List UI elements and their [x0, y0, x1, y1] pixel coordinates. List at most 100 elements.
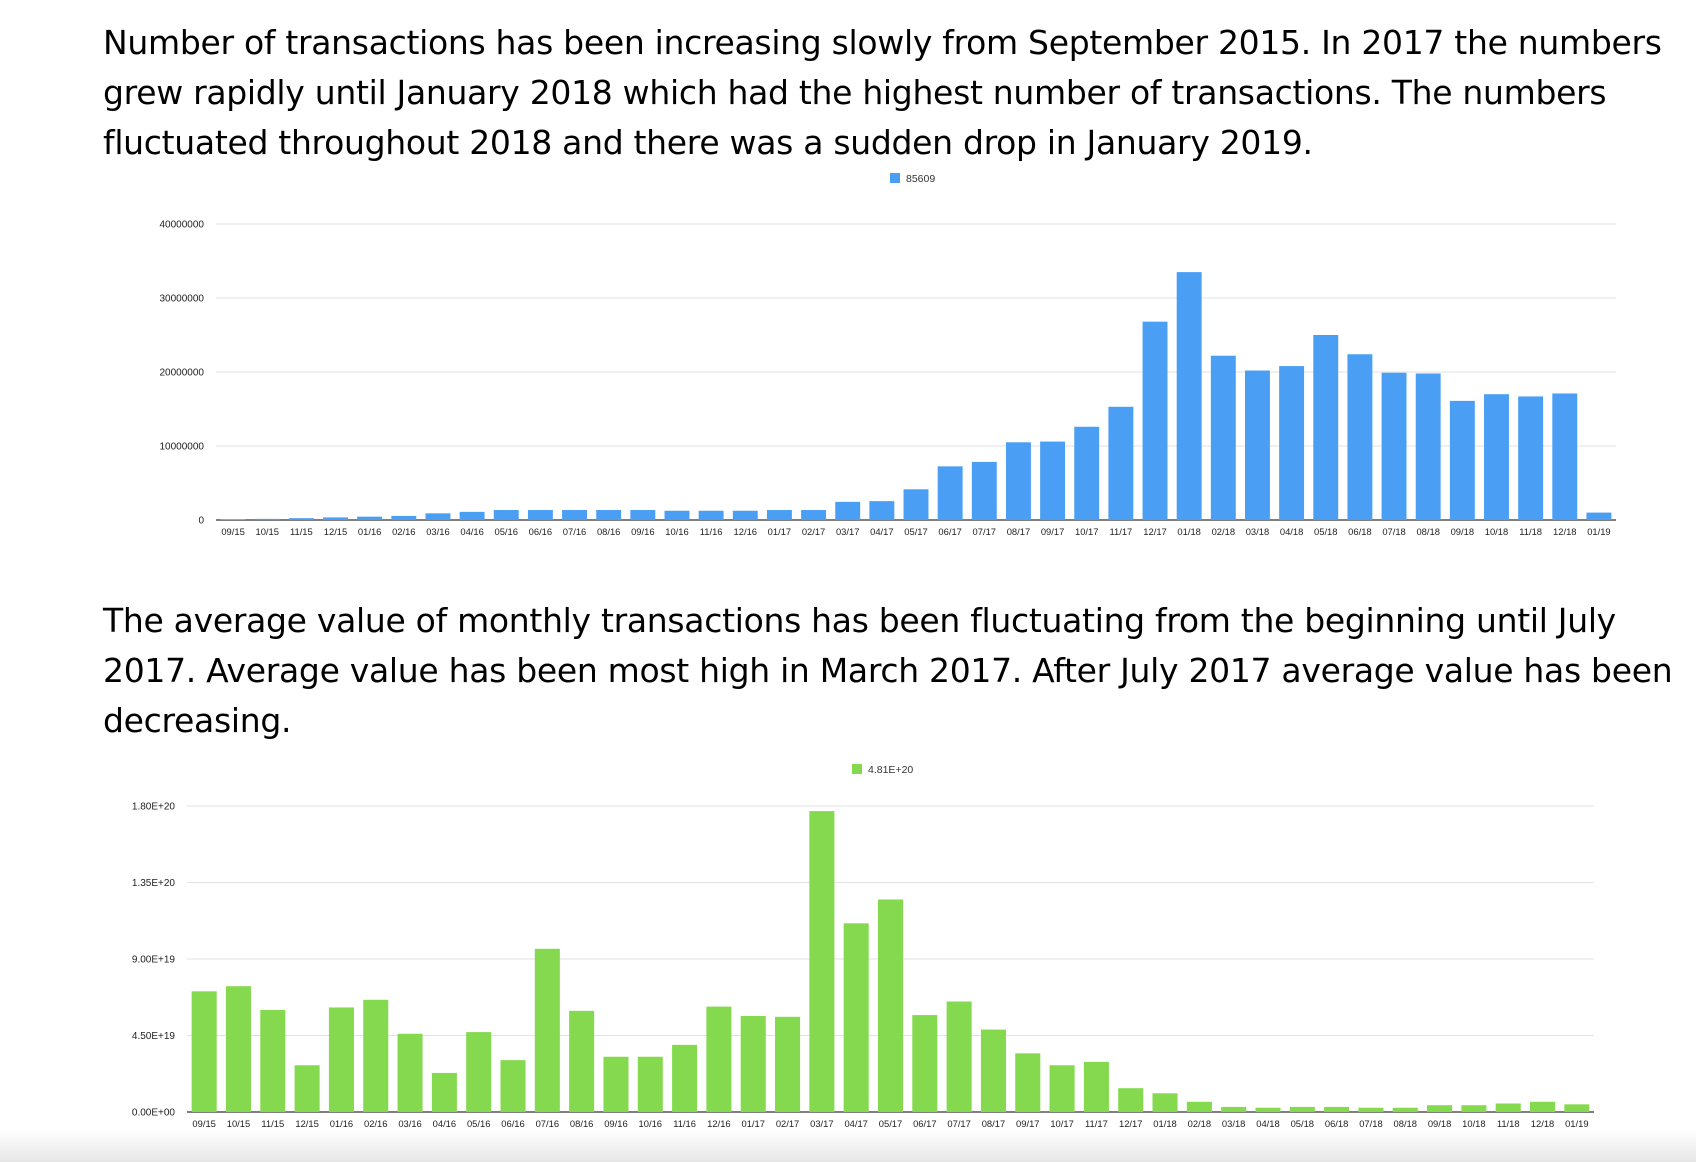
- x-tick-label: 06/18: [1325, 1118, 1348, 1129]
- y-tick-label: 1.80E+20: [132, 802, 176, 813]
- x-tick-label: 08/16: [597, 526, 620, 537]
- bar: [527, 510, 553, 520]
- x-tick-label: 01/16: [330, 1118, 353, 1129]
- x-tick-label: 06/16: [501, 1118, 524, 1129]
- bar: [260, 1010, 286, 1112]
- bar: [357, 516, 383, 520]
- bar: [397, 1033, 423, 1112]
- bar: [534, 948, 560, 1112]
- x-tick-label: 01/18: [1153, 1118, 1176, 1129]
- bar: [869, 501, 895, 520]
- x-tick-label: 01/16: [358, 526, 381, 537]
- x-tick-label: 12/15: [295, 1118, 318, 1129]
- x-tick-label: 07/18: [1382, 526, 1405, 537]
- x-tick-label: 12/17: [1119, 1118, 1142, 1129]
- x-tick-label: 12/16: [734, 526, 757, 537]
- bar: [835, 501, 861, 520]
- x-tick-label: 03/16: [398, 1118, 421, 1129]
- y-tick-label: 4.50E+19: [132, 1031, 176, 1042]
- x-tick-label: 06/17: [913, 1118, 936, 1129]
- bar: [431, 1072, 457, 1112]
- average-value-chart: 4.81E+20 0.00E+00 4.50E+19 9.00E+19 1.35E+20…: [132, 764, 1594, 1129]
- bar: [698, 510, 724, 520]
- x-tick-label: 06/18: [1348, 526, 1371, 537]
- bar: [912, 1015, 938, 1112]
- x-tick-label: 05/17: [879, 1118, 902, 1129]
- x-tick-label: 10/16: [639, 1118, 662, 1129]
- bar: [1347, 354, 1373, 520]
- bar: [664, 510, 690, 520]
- x-tick-label: 11/16: [700, 526, 723, 537]
- bar: [1245, 370, 1270, 520]
- bar: [903, 489, 929, 520]
- x-tick-label: 10/18: [1462, 1118, 1485, 1129]
- x-tick-label: 03/16: [426, 526, 449, 537]
- x-tick-label: 12/15: [324, 526, 347, 537]
- x-tick-label: 06/16: [529, 526, 552, 537]
- x-tick-label: 09/17: [1041, 526, 1064, 537]
- bar: [596, 510, 622, 520]
- bar: [1484, 394, 1509, 520]
- x-tick-label: 07/16: [536, 1118, 559, 1129]
- legend-label: 85609: [906, 173, 935, 185]
- bar: [323, 517, 348, 520]
- bar: [603, 1056, 629, 1112]
- x-tick-label: 11/15: [261, 1118, 284, 1129]
- bar: [1005, 442, 1031, 520]
- x-tick-label: 03/18: [1222, 1118, 1245, 1129]
- bar: [1118, 1088, 1144, 1112]
- x-tick-label: 04/18: [1280, 526, 1303, 537]
- x-tick-label: 06/17: [938, 526, 961, 537]
- x-tick-label: 08/18: [1416, 526, 1439, 537]
- x-tick-label: 11/17: [1109, 526, 1132, 537]
- x-tick-label: 02/16: [392, 526, 415, 537]
- x-tick-label: 05/18: [1314, 526, 1337, 537]
- bar: [1186, 1101, 1212, 1112]
- legend-swatch: [852, 764, 862, 774]
- bar: [191, 991, 217, 1112]
- bar: [1221, 1106, 1247, 1112]
- bar: [1040, 441, 1066, 520]
- x-tick-label: 07/16: [563, 526, 586, 537]
- x-tick-label: 11/18: [1497, 1118, 1520, 1129]
- bar: [1324, 1106, 1350, 1112]
- x-tick-label: 02/18: [1188, 1118, 1211, 1129]
- x-tick-label: 01/19: [1587, 526, 1610, 537]
- bar: [801, 510, 827, 520]
- x-tick-label: 03/18: [1246, 526, 1269, 537]
- bar: [1449, 400, 1475, 520]
- bar: [732, 510, 758, 520]
- bar: [1415, 373, 1441, 520]
- x-tick-label: 07/17: [947, 1118, 970, 1129]
- x-tick-label: 04/17: [844, 1118, 867, 1129]
- x-tick-label: 07/18: [1359, 1118, 1382, 1129]
- bar: [254, 518, 280, 520]
- x-tick-label: 04/16: [460, 526, 483, 537]
- bar: [328, 1007, 354, 1112]
- bar: [1279, 366, 1305, 520]
- x-tick-label: 12/16: [707, 1118, 730, 1129]
- bar: [1495, 1103, 1521, 1112]
- bar: [775, 1016, 801, 1112]
- bar: [1210, 355, 1236, 520]
- bar: [630, 510, 656, 520]
- bar: [1381, 372, 1407, 520]
- bar: [1518, 396, 1544, 520]
- description-paragraph-transactions: Number of transactions has been increasi…: [103, 23, 1662, 162]
- x-tick-label: 09/17: [1016, 1118, 1039, 1129]
- x-tick-label: 09/15: [192, 1118, 215, 1129]
- bar: [466, 1032, 492, 1112]
- bar: [1074, 426, 1100, 520]
- bar: [877, 899, 904, 1112]
- x-tick-label: 08/18: [1394, 1118, 1417, 1129]
- bar: [459, 511, 485, 520]
- bar: [1313, 335, 1339, 520]
- bar: [946, 1001, 972, 1112]
- bar: [493, 510, 519, 520]
- x-tick-label: 11/17: [1085, 1118, 1108, 1129]
- x-tick-label: 09/18: [1451, 526, 1474, 537]
- x-tick-label: 10/15: [255, 526, 278, 537]
- transactions-count-chart: 85609 0 10000000 20000000 30000000 40000000 09…: [160, 173, 1616, 537]
- x-tick-label: 12/18: [1531, 1118, 1554, 1129]
- x-tick-label: 02/17: [802, 526, 825, 537]
